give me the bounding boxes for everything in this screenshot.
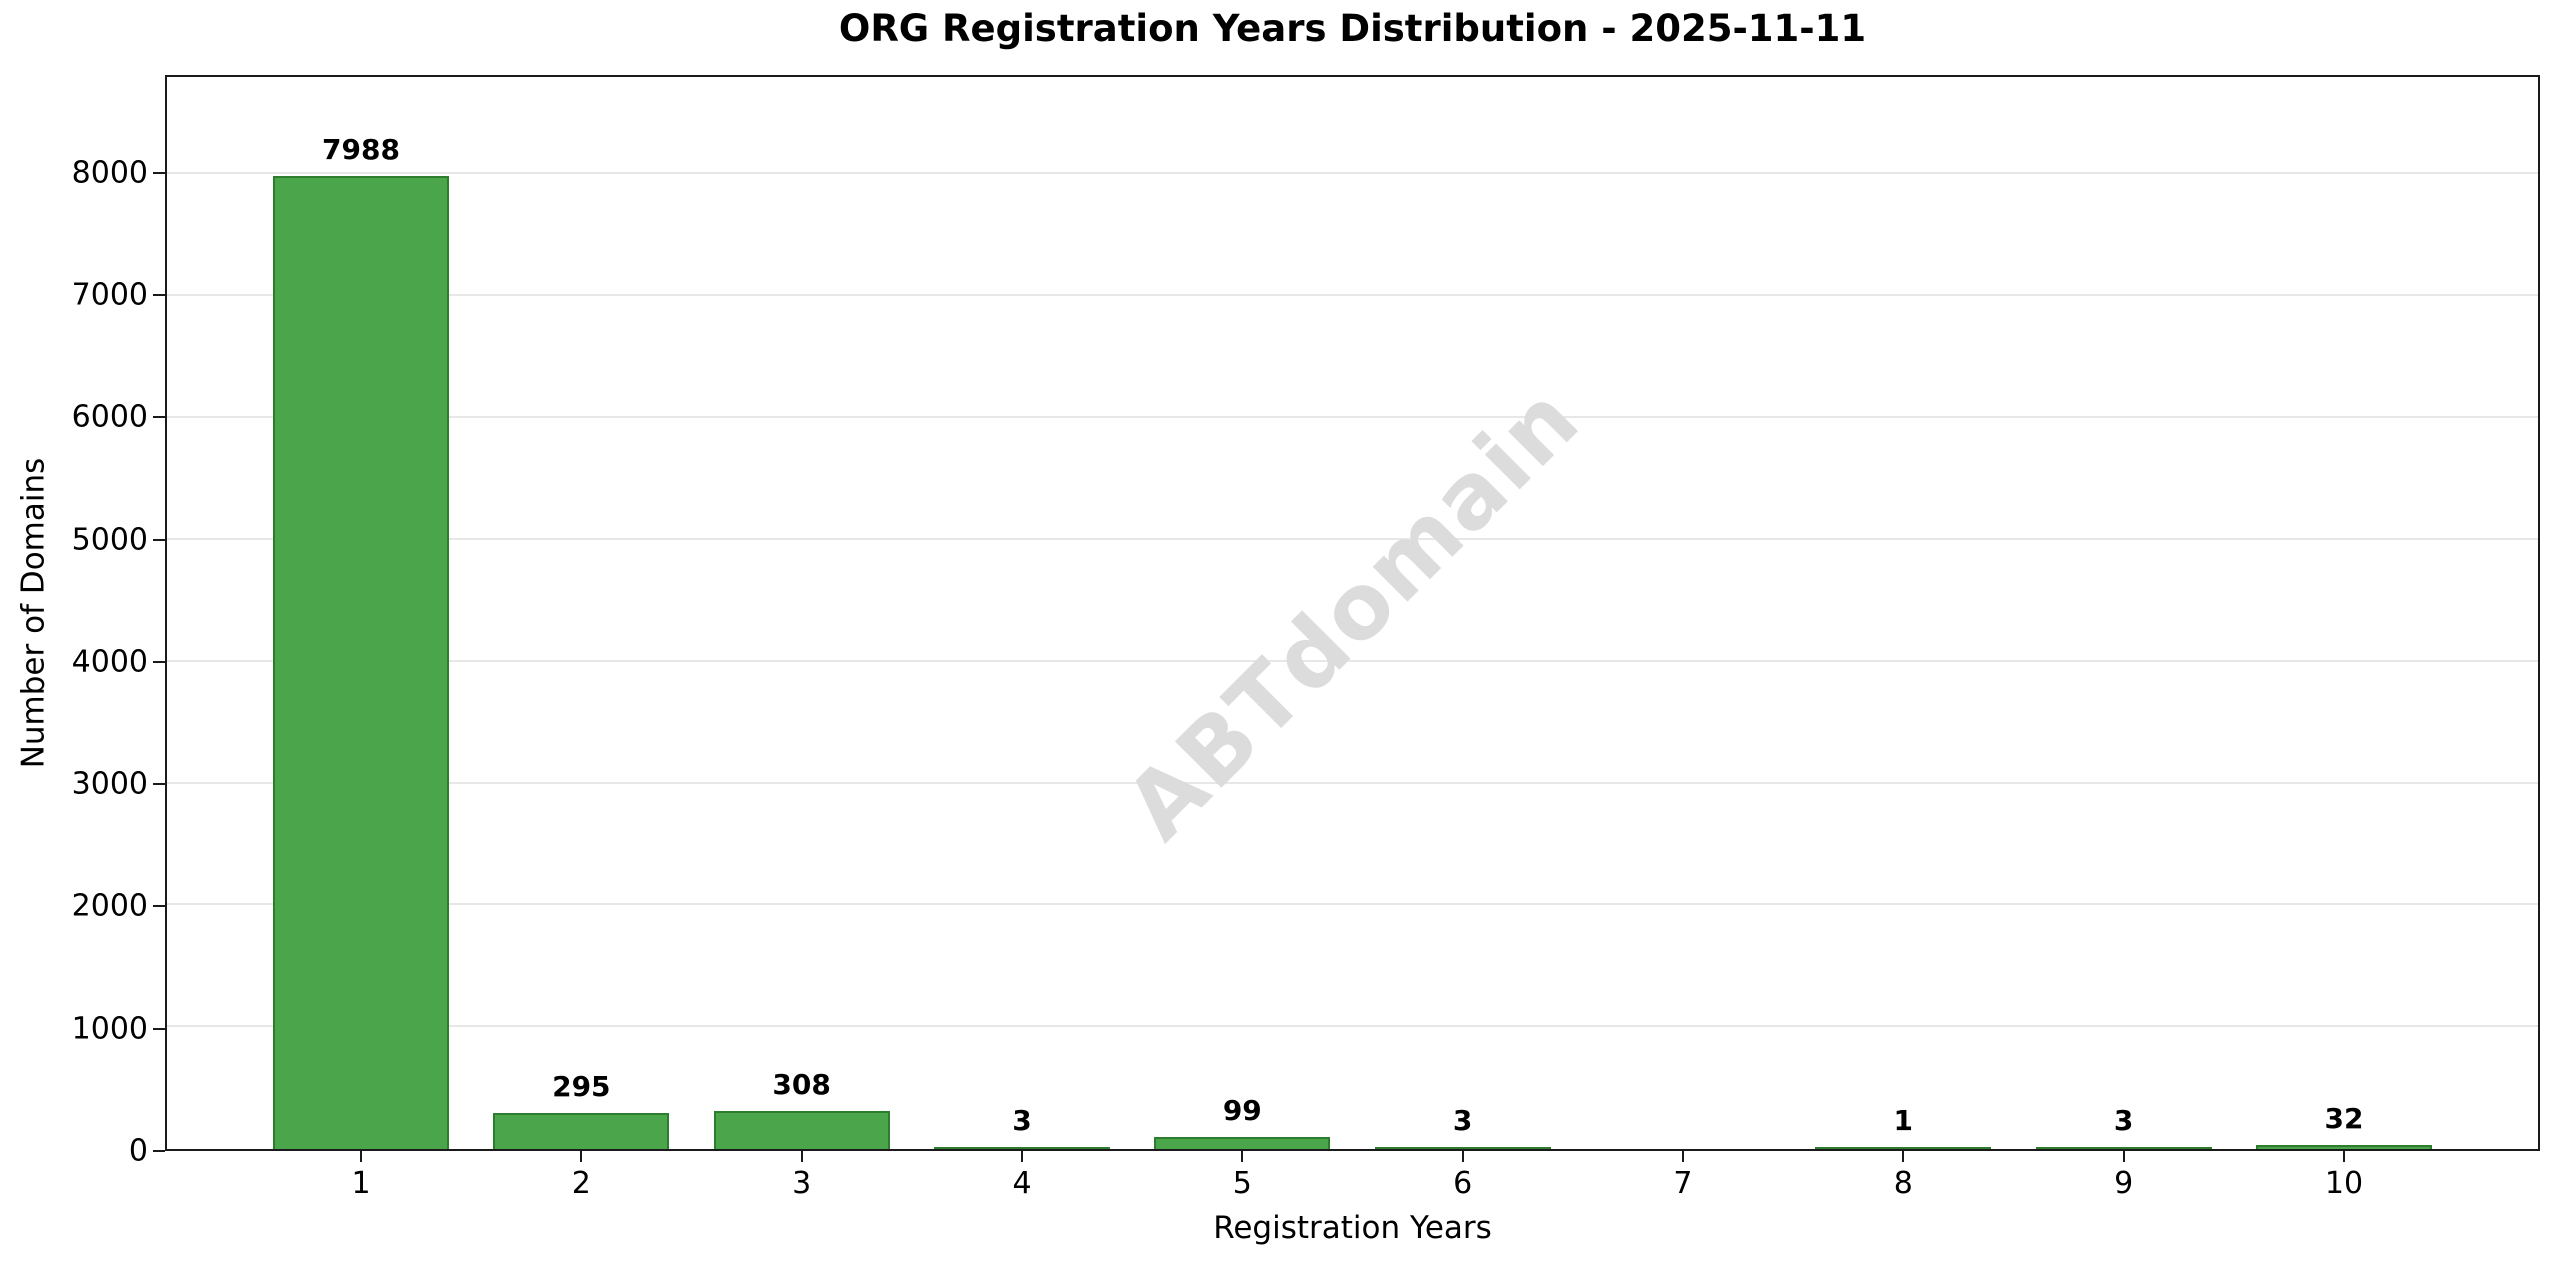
y-tick-label: 3000 <box>71 766 148 802</box>
bar-value-label: 32 <box>2324 1102 2364 1136</box>
y-tick-label: 2000 <box>71 888 148 924</box>
bar-value-label: 308 <box>772 1068 831 1102</box>
bar-value-label: 3 <box>2113 1104 2134 1137</box>
gridline <box>167 659 2538 662</box>
y-tick-mark <box>153 416 165 419</box>
y-tick-mark <box>153 783 165 786</box>
gridline <box>167 1025 2538 1028</box>
y-tick-label: 1000 <box>71 1011 148 1047</box>
y-tick-label: 6000 <box>71 399 148 435</box>
y-tick-mark <box>153 171 165 174</box>
x-tick-mark <box>580 1151 583 1162</box>
bar <box>933 1147 1110 1149</box>
y-tick-mark <box>153 660 165 663</box>
x-tick-label: 8 <box>1893 1166 1913 1201</box>
y-tick-label: 7000 <box>71 277 148 313</box>
x-tick-label: 7 <box>1673 1166 1693 1201</box>
x-tick-mark <box>1681 1151 1684 1162</box>
x-tick-mark <box>2342 1151 2345 1162</box>
x-axis-label: Registration Years <box>1213 1210 1492 1246</box>
gridline <box>167 172 2538 175</box>
y-tick-label: 0 <box>128 1133 148 1169</box>
bar-value-label: 7988 <box>322 132 400 166</box>
gridline <box>167 781 2538 784</box>
y-tick-mark <box>153 1027 165 1030</box>
bar <box>2255 1145 2432 1149</box>
bar <box>273 175 449 1149</box>
bar-value-label: 1 <box>1893 1104 1914 1137</box>
bar <box>1374 1147 1551 1149</box>
x-tick-label: 2 <box>571 1166 591 1201</box>
chart-title: ORG Registration Years Distribution - 20… <box>838 7 1867 50</box>
plot-area: ABTdomain 7988 295 308 3 99 3 1 3 32 <box>165 75 2540 1151</box>
y-tick-label: 4000 <box>71 644 148 680</box>
bar-value-label: 3 <box>1452 1104 1473 1137</box>
bar <box>1815 1147 1992 1149</box>
x-tick-label: 3 <box>792 1166 812 1201</box>
x-tick-label: 5 <box>1232 1166 1252 1201</box>
gridline <box>167 903 2538 906</box>
x-tick-mark <box>360 1151 362 1162</box>
y-tick-mark <box>153 905 165 908</box>
gridline <box>167 416 2538 419</box>
gridline <box>167 537 2538 540</box>
x-tick-mark <box>1902 1151 1905 1162</box>
x-tick-label: 1 <box>351 1166 371 1201</box>
watermark-text: ABTdomain <box>1105 366 1600 860</box>
bar <box>2035 1147 2212 1149</box>
x-tick-label: 4 <box>1012 1166 1032 1201</box>
bar-value-label: 295 <box>552 1070 611 1104</box>
x-tick-label: 6 <box>1453 1166 1473 1201</box>
y-tick-label: 8000 <box>71 155 148 191</box>
x-tick-label: 10 <box>2324 1166 2364 1201</box>
gridline <box>167 294 2538 297</box>
x-tick-mark <box>1020 1151 1023 1162</box>
x-tick-mark <box>2122 1151 2125 1162</box>
bar <box>713 1111 890 1149</box>
bar <box>1154 1136 1331 1149</box>
x-tick-mark <box>800 1151 803 1162</box>
y-axis-label: Number of Domains <box>0 75 66 1151</box>
y-tick-mark <box>153 294 165 297</box>
y-tick-mark <box>153 1150 165 1152</box>
x-tick-label: 9 <box>2114 1166 2134 1201</box>
x-tick-mark <box>1241 1151 1244 1162</box>
bar-value-label: 3 <box>1012 1104 1032 1137</box>
x-tick-mark <box>1461 1151 1464 1162</box>
y-tick-label: 5000 <box>71 522 148 558</box>
bar-value-label: 99 <box>1222 1093 1262 1127</box>
bar <box>493 1113 670 1149</box>
y-tick-mark <box>153 538 165 541</box>
y-axis-label-text: Number of Domains <box>15 457 51 769</box>
